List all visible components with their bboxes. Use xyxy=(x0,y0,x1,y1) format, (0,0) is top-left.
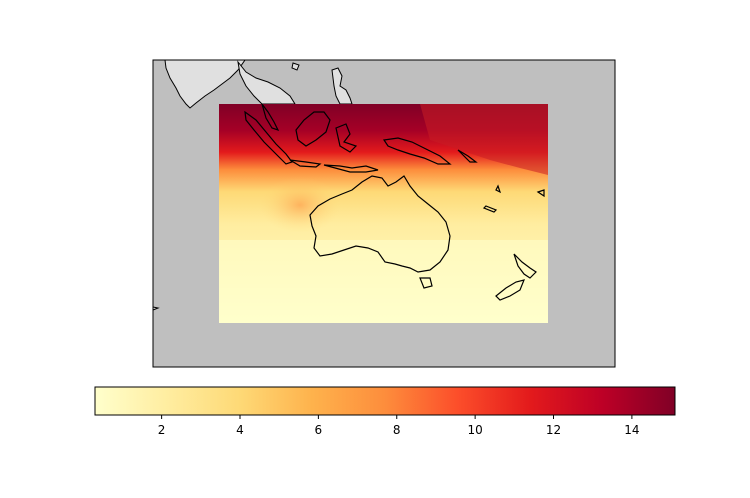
borneo-coastline xyxy=(295,111,331,147)
small-island xyxy=(291,62,300,71)
new-caledonia-coastline xyxy=(482,205,498,213)
africa-tip xyxy=(152,306,160,311)
fiji-coastline xyxy=(536,189,545,198)
colorbar-tick-label: 2 xyxy=(158,423,166,437)
tasmania-coastline xyxy=(419,277,433,289)
coastlines xyxy=(244,103,545,301)
new-zealand-north-coastline xyxy=(513,253,537,279)
malay-peninsula-coastline xyxy=(261,103,280,132)
philippines-north xyxy=(331,67,353,105)
solomon-coastline xyxy=(457,149,478,163)
asia-landmass xyxy=(164,59,246,109)
new-guinea-coastline xyxy=(382,137,452,165)
colorbar-ticks: 2 4 6 8 10 12 14 xyxy=(158,415,640,437)
sulawesi-coastline xyxy=(335,123,358,153)
java-coastline xyxy=(289,159,322,168)
data-field xyxy=(219,104,548,323)
sumatra-coastline xyxy=(244,110,293,165)
new-zealand-south-coastline xyxy=(495,279,525,301)
colorbar-tick-label: 10 xyxy=(467,423,482,437)
colorbar-tick-label: 8 xyxy=(393,423,401,437)
vanuatu-coastline xyxy=(495,184,502,194)
indochina-coast xyxy=(237,60,296,105)
colorbar-tick-label: 6 xyxy=(315,423,323,437)
colorbar-tick-label: 14 xyxy=(624,423,639,437)
colorbar-tick-label: 4 xyxy=(236,423,244,437)
australia-coastline xyxy=(309,175,451,273)
south-fade xyxy=(219,240,548,323)
dry-hotspot xyxy=(260,177,340,233)
tropical-band-east xyxy=(420,104,548,175)
lesser-sunda-coastline xyxy=(323,164,379,173)
colorbar: 2 4 6 8 10 12 14 xyxy=(94,386,676,437)
colorbar-fill xyxy=(94,386,676,416)
colorbar-tick-label: 12 xyxy=(546,423,561,437)
